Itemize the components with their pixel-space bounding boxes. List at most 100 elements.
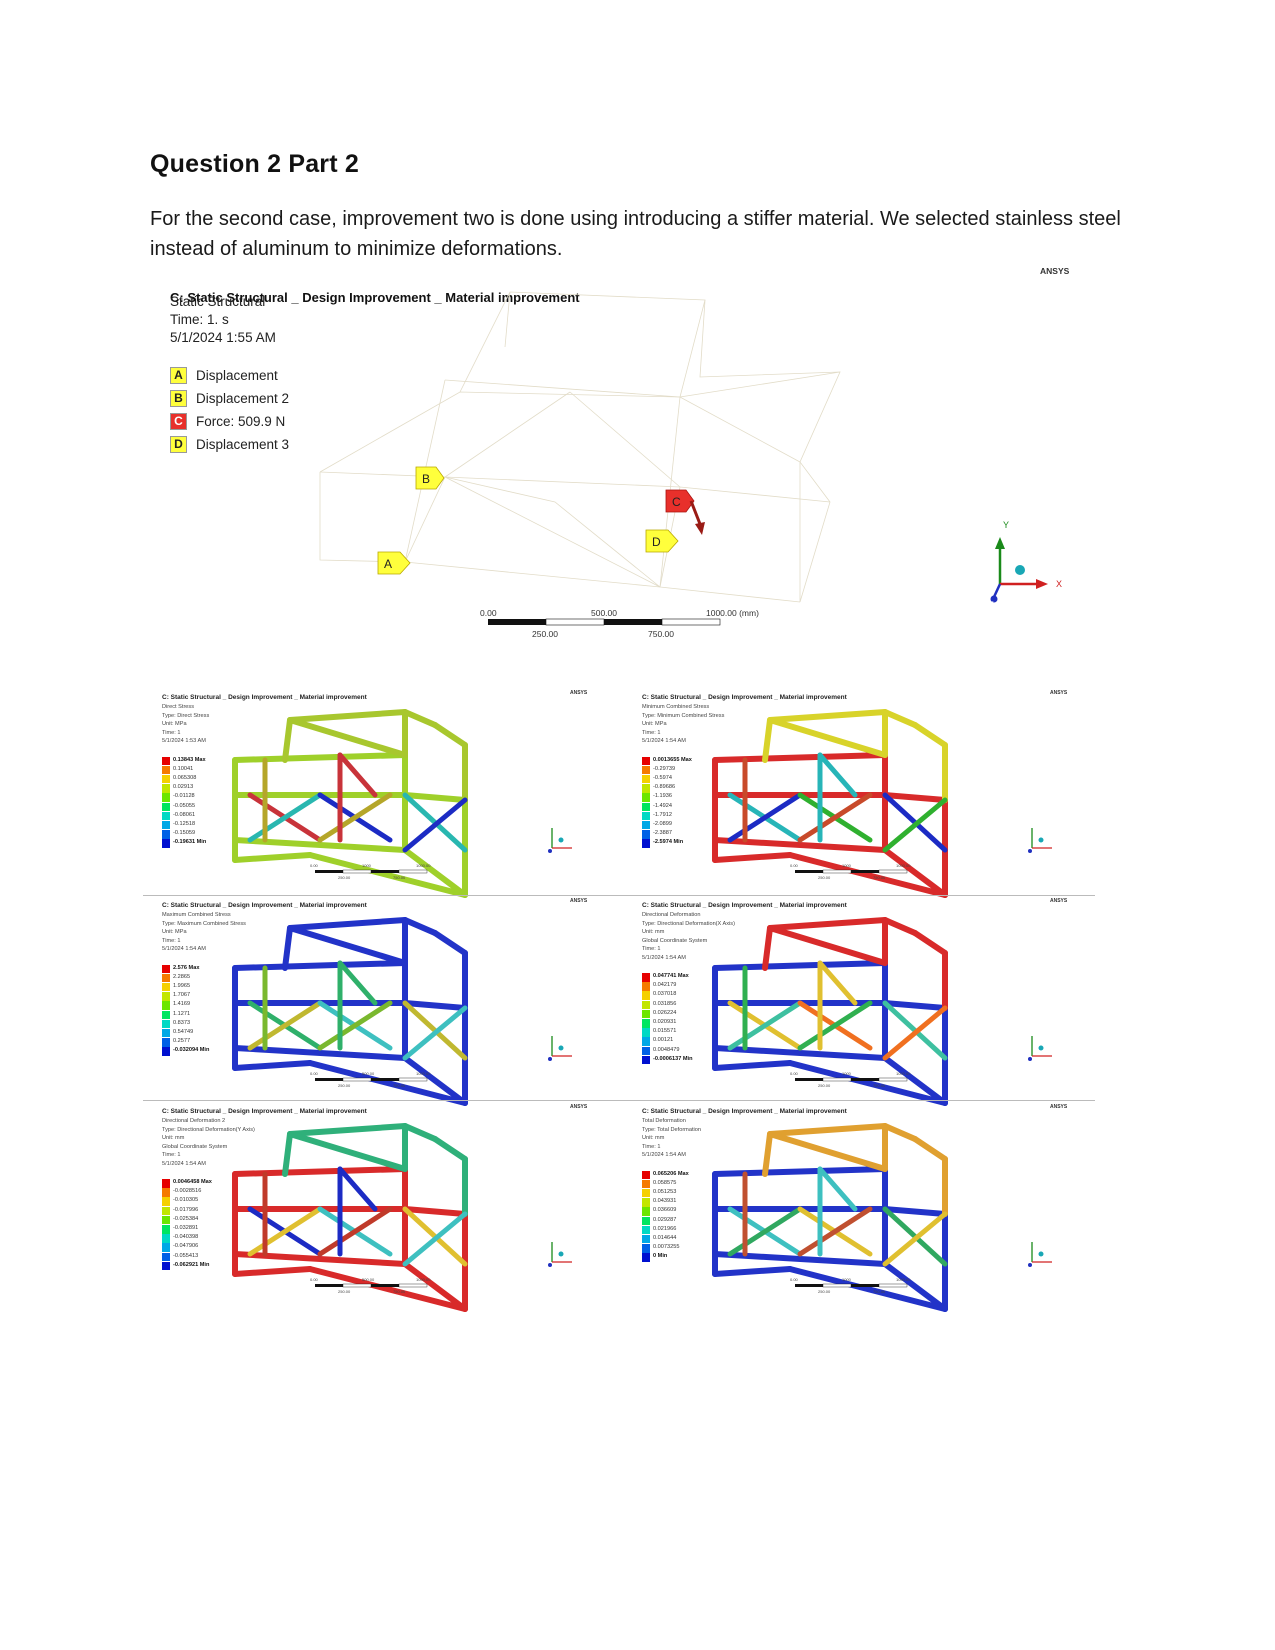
scale-label: -1.1936 [653,793,672,800]
svg-text:1000.00: 1000.00 [896,1277,911,1282]
scale-label: -0.05055 [173,802,196,809]
panel-meta-line: Global Coordinate System [162,1143,228,1150]
scale-label: 0.026224 [653,1009,677,1016]
panel-triad [548,1036,572,1061]
svg-text:1000.00: 1000.00 [896,863,911,868]
scale-color-swatch [162,1243,170,1252]
scale-label: 0.036609 [653,1207,677,1214]
scale-label: 0.065308 [173,774,197,781]
scale-color-swatch [162,1019,170,1029]
scale-color-swatch [162,1252,170,1262]
scale-label: -0.12518 [173,820,196,827]
scale-color-swatch [162,1261,170,1271]
scale-label: 0.020931 [653,1019,677,1025]
panel-meta-line: Unit: MPa [642,721,667,727]
legend-key-b: B [170,389,187,407]
colored-frame-model: 0.00 1000 1000.00 250.00 750.00 [232,709,572,898]
figure-line-2: Time: 1. s [170,312,229,327]
marker-c: C [665,489,705,535]
scale-color-swatch [642,784,650,793]
legend-key-a: A [170,366,187,384]
scale-label: 0.0073255 [653,1244,680,1251]
page-heading: Question 2 Part 2 [150,150,360,178]
scale-color-swatch [642,1188,650,1198]
svg-text:250.00: 250.00 [818,1083,831,1088]
scale-label: 0.051253 [653,1188,677,1195]
scale-color-swatch [162,973,170,983]
ansys-brand: ANSYS [1040,266,1070,276]
svg-text:0.00: 0.00 [310,863,319,868]
marker-b: B [415,466,445,490]
panel-meta-line: 5/1/2024 1:54 AM [162,1160,206,1167]
scale-color-swatch [162,839,170,848]
scale-color-swatch [642,1170,650,1179]
panel-title: C: Static Structural _ Design Improvemen… [642,694,847,701]
legend-label-d: Displacement 3 [196,436,290,452]
panel-scale-bar: 0.00 500.00 1000.00 250.00 750.00 [310,1277,431,1294]
scale-label: -0.017996 [173,1206,199,1213]
svg-text:1000.00: 1000.00 [416,863,431,868]
scale-label: 0.0046458 Max [173,1179,212,1185]
scale-color-swatch [162,756,170,765]
boundary-conditions-figure: ANSYS C: Static Structural _ Design Impr… [160,266,1120,682]
scale-label: 1.9965 [173,982,191,989]
result-panel-4: ANSYS C: Static Structural _ Design Impro… [620,898,1100,1108]
svg-text:1000: 1000 [842,1071,852,1076]
scale-label: 1.1271 [173,1010,191,1017]
scale-color-swatch [642,1207,650,1216]
scale-color-swatch [642,830,650,839]
scale-label: 0.029287 [653,1216,677,1223]
scale-color-swatch [642,982,650,991]
scale-color-swatch [162,774,170,784]
scale-label: 0.8373 [173,1019,191,1026]
scale-label: 0.037018 [653,991,677,998]
scale-label: 0.043931 [653,1198,677,1205]
panel-scale-bar: 0.00 1000 1000.00 250.00 750.00 [790,863,911,880]
legend-item-a: A Displacement [170,365,278,385]
colored-frame-model: 0.00 1000 1000.00 250.00 750.00 [712,1123,1052,1312]
scale-label-0: 0.00 [480,608,497,618]
panel-meta-line: Maximum Combined Stress [162,912,231,918]
scale-color-swatch [162,830,170,839]
scale-color-swatch [162,1234,170,1243]
scale-label: 0.058575 [653,1179,677,1186]
panel-meta-line: 5/1/2024 1:54 AM [642,738,686,744]
scale-color-swatch [162,1047,170,1056]
scale-label: -1.4924 [653,802,672,809]
panel-meta-line: Directional Deformation [642,912,701,918]
scale-color-swatch [642,839,650,848]
svg-text:500.00: 500.00 [362,1277,375,1282]
scale-label: 0.2577 [173,1038,191,1045]
panel-meta-line: Type: Maximum Combined Stress [162,920,246,927]
svg-text:750.00: 750.00 [393,1289,406,1294]
scale-color-swatch [642,1000,650,1010]
panel-title: C: Static Structural _ Design Improvemen… [162,902,367,909]
svg-text:250.00: 250.00 [818,875,831,880]
result-panel-1: ANSYS C: Static Structural _ Design Impro… [140,690,620,900]
panel-meta-line: Type: Total Deformation [642,1126,701,1133]
scale-color-swatch [642,973,650,982]
scale-color-swatch [642,802,650,811]
scale-color-swatch [642,1179,650,1189]
panel-scale-bar: 0.00 1000 1000.00 250.00 750.00 [310,863,431,880]
panel-meta-line: Type: Directional Deformation(Y Axis) [162,1126,255,1133]
scale-label: 0.047741 Max [653,973,689,979]
scale-color-swatch [162,1225,170,1234]
scale-label: 2.2865 [173,973,191,980]
scale-color-swatch [162,765,170,775]
scale-color-swatch [162,1028,170,1038]
scale-color-swatch [642,1019,650,1028]
scale-color-swatch [642,1028,650,1037]
marker-a-label: A [384,557,392,571]
scale-label: 1.7067 [173,992,191,999]
scale-label: 0.065206 Max [653,1170,689,1177]
scale-label: -0.08061 [173,811,196,818]
svg-text:1000: 1000 [842,863,852,868]
scale-color-swatch [162,784,170,793]
scale-color-swatch [162,964,170,973]
svg-text:1000.00: 1000.00 [416,1071,431,1076]
scale-label: -0.032891 [173,1225,199,1231]
scale-color-swatch [642,1244,650,1253]
scale-label: 0 Min [653,1253,668,1260]
scale-color-swatch [642,1037,650,1046]
